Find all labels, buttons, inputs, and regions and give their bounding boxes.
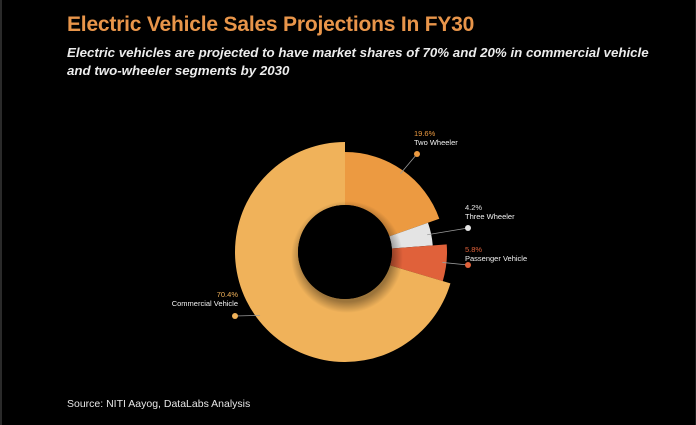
data-label-name-three-wheeler: Three Wheeler [465, 212, 515, 221]
source-note: Source: NITI Aayog, DataLabs Analysis [67, 398, 251, 410]
data-label-value-two-wheeler: 19.6% [414, 129, 436, 138]
data-label-value-commercial-vehicle: 70.4% [217, 290, 239, 299]
label-dot-commercial-vehicle [232, 313, 238, 319]
label-dot-passenger-vehicle [465, 262, 471, 268]
slice-two-wheeler[interactable] [345, 152, 440, 237]
leader-line-passenger-vehicle [442, 262, 469, 266]
data-label-name-commercial-vehicle: Commercial Vehicle [172, 299, 238, 308]
data-label-value-three-wheeler: 4.2% [465, 203, 482, 212]
label-dot-three-wheeler [465, 225, 471, 231]
slice-passenger-vehicle[interactable] [390, 244, 448, 282]
slice-commercial-vehicle[interactable] [235, 142, 451, 362]
chart-title: Electric Vehicle Sales Projections In FY… [67, 13, 475, 36]
leader-line-three-wheeler [427, 227, 469, 236]
data-label-value-passenger-vehicle: 5.8% [465, 245, 482, 254]
leader-line-two-wheeler [400, 153, 418, 174]
donut-hole [298, 205, 392, 299]
data-label-name-passenger-vehicle: Passenger Vehicle [465, 254, 527, 263]
chart-subtitle: Electric vehicles are projected to have … [67, 45, 649, 78]
label-dot-two-wheeler [414, 151, 420, 157]
leader-line-commercial-vehicle [234, 314, 261, 317]
data-label-name-two-wheeler: Two Wheeler [414, 138, 458, 147]
